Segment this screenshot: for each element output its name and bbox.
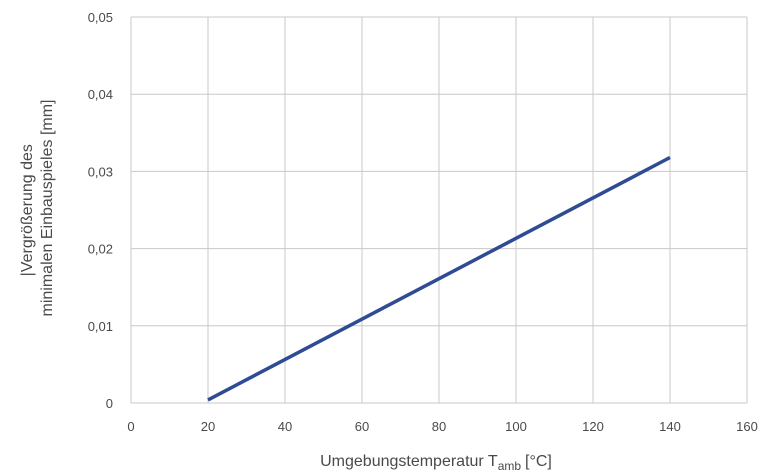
x-axis-label-unit: [°C] (525, 453, 552, 470)
x-tick-label: 20 (201, 419, 215, 434)
x-axis-label: Umgebungstemperatur Tamb [°C] (320, 453, 552, 473)
x-tick-label: 0 (127, 419, 134, 434)
y-tick-label: 0,02 (88, 242, 113, 257)
y-axis-label: |Vergrößerung des minimalen Einbauspiele… (19, 100, 56, 317)
x-tick-label: 160 (736, 419, 758, 434)
x-tick-label: 140 (659, 419, 681, 434)
x-axis-ticks: 0 20 40 60 80 100 120 140 160 (127, 419, 757, 434)
x-tick-label: 100 (505, 419, 527, 434)
y-tick-label: 0,01 (88, 319, 113, 334)
y-tick-label: 0,04 (88, 87, 113, 102)
x-tick-label: 40 (278, 419, 292, 434)
y-axis-ticks: 0 0,01 0,02 0,03 0,04 0,05 (88, 10, 113, 411)
x-tick-label: 60 (355, 419, 369, 434)
y-axis-label-line1: |Vergrößerung des (19, 144, 36, 276)
x-tick-label: 80 (432, 419, 446, 434)
series-line (207, 155, 671, 402)
y-tick-label: 0,05 (88, 10, 113, 25)
y-tick-label: 0,03 (88, 164, 113, 179)
y-tick-label: 0 (106, 396, 113, 411)
series-group (207, 155, 671, 402)
x-axis-label-subscript: amb (498, 459, 522, 473)
y-axis-label-line2: minimalen Einbauspieles [mm] (39, 100, 56, 317)
grid (130, 16, 748, 404)
x-tick-label: 120 (582, 419, 604, 434)
